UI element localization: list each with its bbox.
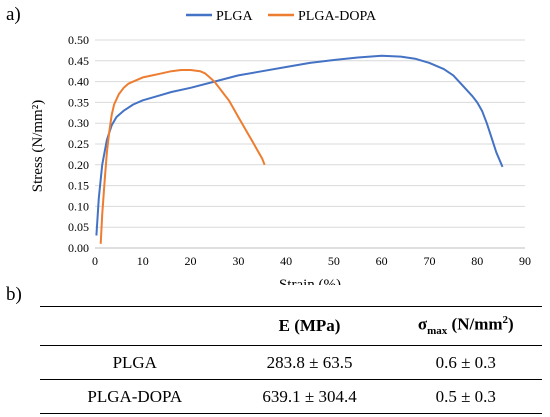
x-axis-label: Strain (%)	[279, 277, 341, 285]
row-label: PLGA-DOPA	[87, 386, 183, 406]
series-line-plga-dopa	[99, 69, 266, 244]
legend-label: PLGA-DOPA	[298, 9, 377, 24]
y-tick-label: 0.00	[68, 241, 89, 255]
x-tick-label: 70	[423, 254, 435, 268]
table-row: PLGA-DOPA 639.1 ± 304.4 0.5 ± 0.3	[40, 380, 542, 414]
y-tick-label: 0.45	[68, 54, 89, 68]
legend-label: PLGA	[216, 9, 253, 24]
x-tick-label: 90	[519, 254, 531, 268]
x-tick-label: 0	[92, 254, 98, 268]
panel-label-a: a)	[6, 4, 21, 25]
x-tick-label: 80	[471, 254, 483, 268]
row-label: PLGA	[112, 352, 157, 372]
row-modulus: 283.8 ± 63.5	[266, 352, 353, 372]
sigma-unit-close: )	[508, 315, 514, 335]
y-tick-label: 0.35	[68, 95, 89, 109]
y-tick-label: 0.40	[68, 75, 89, 89]
series-lines	[95, 54, 504, 244]
sigma-unit-exponent: 2	[502, 314, 509, 327]
y-tick-label: 0.10	[68, 199, 89, 213]
x-tick-labels: 0 10 20 30 40 50 60 70 80 90	[92, 254, 531, 268]
panel-label-b: b)	[6, 284, 22, 305]
table-header-row: E (MPa) σmax (N/mm2)	[40, 306, 542, 346]
row-modulus: 639.1 ± 304.4	[262, 386, 357, 406]
header-blank	[40, 307, 230, 346]
header-sigma-max: σmax (N/mm2)	[390, 307, 542, 346]
y-tick-label: 0.25	[68, 137, 89, 151]
stress-strain-chart: 0.00 0.05 0.10 0.15 0.20 0.25 0.30 0.35 0.40 0.45…	[30, 9, 531, 285]
y-tick-label: 0.15	[68, 179, 89, 193]
x-tick-label: 40	[280, 254, 292, 268]
x-tick-label: 30	[232, 254, 244, 268]
series-line-plga	[95, 54, 504, 236]
results-table: E (MPa) σmax (N/mm2) PLGA 283.8 ± 63.5 0…	[40, 306, 542, 414]
header-modulus: E (MPa)	[278, 316, 341, 335]
x-tick-label: 50	[328, 254, 340, 268]
sigma-unit: (N/mm	[447, 315, 503, 335]
x-tick-label: 20	[185, 254, 197, 268]
row-sigma-max: 0.5 ± 0.3	[435, 386, 496, 406]
y-tick-label: 0.20	[68, 158, 89, 172]
y-tick-label: 0.05	[68, 220, 89, 234]
legend: PLGA PLGA-DOPA	[186, 9, 377, 24]
grid-lines	[95, 39, 525, 228]
x-tick-label: 60	[376, 254, 388, 268]
row-sigma-max: 0.6 ± 0.3	[435, 352, 496, 372]
x-tick-label: 10	[137, 254, 149, 268]
sigma-symbol: σ	[417, 315, 428, 335]
y-axis-label: Stress (N/mm²)	[30, 100, 46, 192]
y-tick-labels: 0.00 0.05 0.10 0.15 0.20 0.25 0.30 0.35 0.40 0.45…	[68, 33, 89, 255]
sigma-subscript: max	[427, 325, 448, 338]
y-tick-label: 0.30	[68, 116, 89, 130]
y-tick-label: 0.50	[68, 33, 89, 47]
table-row: PLGA 283.8 ± 63.5 0.6 ± 0.3	[40, 346, 542, 380]
